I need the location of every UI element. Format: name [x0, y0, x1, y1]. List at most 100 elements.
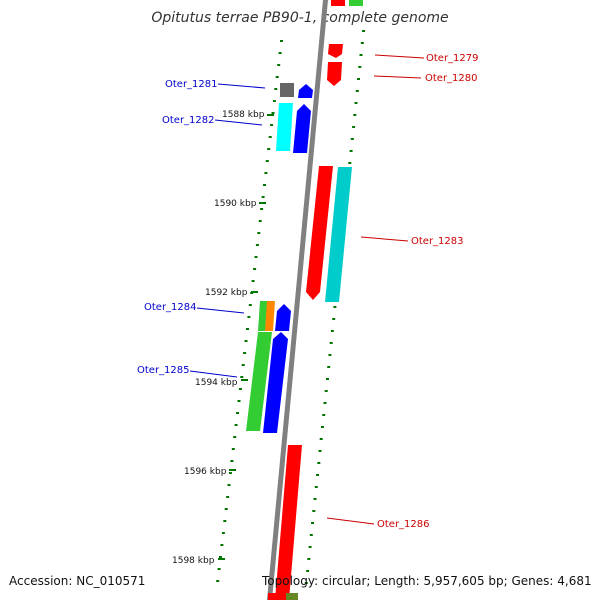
- outer-tick-ring-dash: [360, 42, 364, 44]
- outer-tick-ring-dash: [333, 306, 337, 308]
- gene-oter-1281-gray: [280, 83, 294, 97]
- inner-tick-ring-dash: [272, 100, 276, 102]
- accession-text: Accession: NC_010571: [9, 574, 146, 588]
- inner-tick-ring-dash: [233, 436, 237, 438]
- outer-tick-ring-dash: [309, 534, 313, 536]
- inner-tick-ring-dash: [221, 532, 225, 534]
- inner-tick-ring-dash: [255, 244, 259, 246]
- inner-tick-ring-dash: [238, 388, 242, 390]
- outer-tick-ring-dash: [324, 390, 328, 392]
- inner-tick-ring-dash: [246, 328, 249, 330]
- scale-tick: [251, 291, 258, 293]
- outer-tick-ring-dash: [314, 486, 318, 488]
- leader-oter-1281: [217, 83, 266, 89]
- inner-tick-ring-dash: [277, 64, 281, 66]
- outer-tick-ring-dash: [321, 426, 324, 428]
- outer-tick-ring-dash: [322, 414, 326, 416]
- inner-tick-ring-dash: [248, 304, 252, 306]
- inner-tick-ring-dash: [263, 184, 266, 186]
- scale-tick: [241, 379, 248, 381]
- scale-label-1596: 1596 kbp: [184, 467, 227, 477]
- inner-tick-ring-dash: [217, 568, 221, 570]
- outer-tick-ring-dash: [307, 558, 311, 560]
- outer-tick-ring-dash: [318, 450, 322, 452]
- inner-tick-ring-dash: [264, 172, 268, 174]
- genome-backbone: [267, 0, 328, 600]
- leader-oter-1284: [196, 307, 245, 314]
- outer-tick-ring-dash: [328, 354, 332, 356]
- outer-tick-ring-dash: [354, 102, 358, 104]
- outer-tick-ring-dash: [316, 474, 319, 476]
- inner-tick-ring-dash: [226, 496, 230, 498]
- label-oter-1284: Oter_1284: [144, 302, 197, 313]
- gene-oter-1285: [263, 332, 288, 433]
- inner-tick-ring-dash: [271, 112, 275, 114]
- outer-tick-ring-dash: [358, 66, 362, 68]
- outer-tick-ring-dash: [348, 162, 352, 164]
- outer-tick-ring-dash: [353, 114, 357, 116]
- inner-tick-ring-dash: [224, 508, 228, 510]
- inner-tick-ring-dash: [240, 376, 244, 378]
- inner-tick-ring-dash: [243, 352, 247, 354]
- scale-label-1592: 1592 kbp: [205, 288, 248, 298]
- outer-tick-ring-dash: [306, 570, 310, 572]
- label-oter-1280: Oter_1280: [425, 73, 478, 84]
- inner-tick-ring-dash: [268, 136, 272, 138]
- label-oter-1282: Oter_1282: [162, 115, 215, 126]
- label-oter-1283: Oter_1283: [411, 236, 464, 247]
- scale-label-1598: 1598 kbp: [172, 556, 215, 566]
- inner-tick-ring-dash: [265, 160, 269, 162]
- outer-tick-ring-dash: [350, 138, 354, 140]
- gene-oter-1284: [275, 304, 291, 331]
- outer-tick-ring-dash: [349, 150, 353, 152]
- inner-tick-ring-dash: [231, 448, 235, 450]
- outer-tick-ring-dash: [330, 330, 334, 332]
- inner-tick-ring-dash: [275, 76, 279, 78]
- outer-tick-ring-dash: [332, 318, 336, 320]
- inner-tick-ring-dash: [234, 424, 238, 426]
- outer-tick-ring-dash: [312, 510, 316, 512]
- outer-tick-ring-dash: [319, 438, 323, 440]
- inner-tick-ring-dash: [260, 208, 264, 210]
- gene-oter-1279: [328, 44, 343, 58]
- outer-tick-ring-dash: [352, 126, 356, 128]
- gene-oter-1283: [306, 166, 333, 300]
- scale-ticks: [218, 114, 274, 560]
- gene-green-top: [349, 0, 363, 6]
- inner-tick-ring-dash: [241, 364, 245, 366]
- outer-tick-ring-dash: [311, 522, 314, 524]
- inner-tick-ring-dash: [251, 280, 255, 282]
- label-oter-1285: Oter_1285: [137, 365, 190, 376]
- leader-oter-1280: [373, 75, 422, 79]
- outer-tick-ring-dash: [304, 582, 308, 584]
- outer-tick-ring-dash: [326, 378, 329, 380]
- inner-tick-ring-dash: [278, 52, 282, 54]
- gene-red-bottom: [268, 593, 280, 600]
- inner-tick-ring-dash: [244, 340, 248, 342]
- outer-tick-ring-dash: [329, 342, 333, 344]
- leader-oter-1282: [214, 119, 263, 126]
- genome-stats-text: Topology: circular; Length: 5,957,605 bp…: [262, 574, 592, 588]
- map-title: Opitutus terrae PB90-1, complete genome: [151, 10, 449, 26]
- scale-label-1588: 1588 kbp: [222, 110, 265, 120]
- inner-tick-ring-dash: [237, 400, 241, 402]
- gene-oter-1286: [275, 445, 302, 600]
- gene-oter-1281: [298, 84, 313, 98]
- scale-label-1594: 1594 kbp: [195, 378, 238, 388]
- inner-tick-ring-dash: [261, 196, 265, 198]
- outer-tick-ring-dash: [362, 30, 365, 32]
- outer-tick-ring-dash: [359, 54, 363, 56]
- inner-tick-ring-dash: [223, 520, 227, 522]
- inner-tick-ring-dash: [247, 316, 251, 318]
- outer-tick-ring-dash: [327, 366, 331, 368]
- inner-tick-ring-dash: [219, 556, 222, 558]
- inner-tick-ring-dash: [270, 124, 274, 126]
- leader-oter-1283: [360, 236, 409, 242]
- outer-tick-ring-dash: [308, 546, 312, 548]
- outer-tick-ring-dash: [317, 462, 321, 464]
- inner-tick-ring-dash: [236, 412, 239, 414]
- inner-tick-ring-dash: [267, 148, 271, 150]
- inner-tick-ring-dash: [274, 88, 278, 90]
- gene-oter-1283-cyan: [325, 167, 352, 302]
